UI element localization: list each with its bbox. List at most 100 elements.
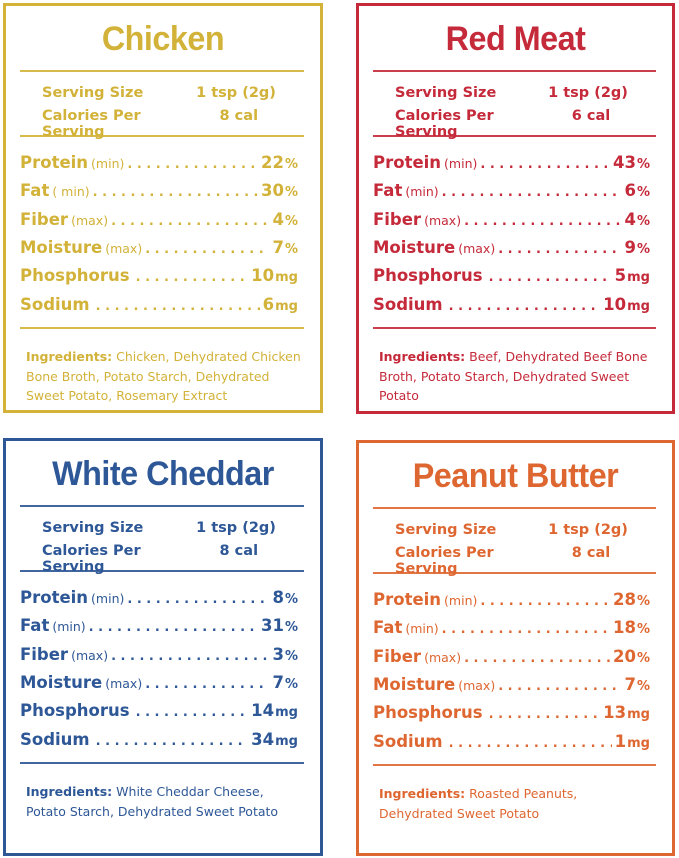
nutrient-value: 20 [613, 646, 636, 666]
nutrient-row: Fiber (max) 20 % [373, 647, 650, 666]
nutrient-name: Fat [20, 616, 50, 636]
nutrient-unit: % [284, 157, 298, 172]
label-panel-white-cheddar: White Cheddar Serving Size 1 tsp (2g) Cal… [3, 438, 323, 856]
nutrient-unit: mg [627, 707, 650, 723]
panel-title: White Cheddar [52, 455, 274, 493]
nutrient-value: 34 [251, 729, 275, 749]
nutrient-name: Protein [373, 590, 442, 609]
calories-value: 8 cal [219, 108, 259, 124]
ingredients-list: White Cheddar Cheese, Potato Starch, Deh… [26, 784, 279, 819]
nutrient-unit: % [636, 594, 650, 609]
ingredients-label: Ingredients: [26, 784, 113, 799]
nutrient-value: 6 [262, 294, 275, 314]
nutrient-name: Phosphorus [373, 703, 483, 723]
nutrient-name: Fat [373, 618, 403, 638]
nutrient-name: Sodium [20, 729, 90, 749]
leader-dots [489, 707, 601, 722]
nutrient-row: Protein (min) 28 % [373, 590, 650, 609]
leader-dots [145, 242, 269, 257]
nutrient-unit: mg [275, 733, 298, 749]
nutrient-value: 30 [261, 181, 284, 201]
calories-value: 6 cal [571, 108, 611, 124]
nutrient-row: Fiber (max) 3 % [20, 645, 298, 664]
nutrient-value: 1 [614, 731, 627, 751]
leader-dots [489, 270, 612, 285]
nutrient-qualifier: (min) [91, 591, 125, 606]
nutrient-qualifier: (max) [105, 675, 143, 691]
nutrient-unit: % [636, 241, 650, 257]
ingredients-list: Roasted Peanuts, Dehydrated Sweet Potato [379, 786, 578, 821]
leader-dots [145, 677, 269, 692]
divider [20, 135, 304, 137]
leader-dots [96, 734, 249, 749]
nutrient-name: Protein [20, 588, 89, 607]
nutrient-row: Moisture (max) 7 % [20, 238, 298, 257]
nutrient-row: Phosphorus 14 mg [20, 701, 298, 720]
nutrient-value: 10 [251, 266, 275, 286]
leader-dots [111, 214, 269, 229]
nutrient-name: Moisture [373, 674, 456, 694]
nutrient-qualifier: (max) [71, 647, 109, 663]
divider [373, 70, 656, 72]
leader-dots [127, 157, 258, 172]
nutrient-qualifier: (max) [105, 240, 143, 256]
nutrient-unit: % [636, 650, 650, 666]
nutrient-row: Fiber (max) 4 % [20, 210, 298, 229]
nutrient-name: Phosphorus [20, 266, 130, 286]
nutrient-name: Moisture [373, 237, 456, 257]
nutrient-qualifier: (max) [458, 240, 496, 256]
nutrient-name: Fat [20, 181, 50, 201]
serving-size-row: Serving Size 1 tsp (2g) [395, 85, 632, 101]
ingredients-text: Ingredients: Beef, Dehydrated Beef Bone … [379, 347, 654, 406]
panel-title: Chicken [101, 20, 225, 58]
nutrient-row: Sodium 1 mg [373, 732, 650, 751]
nutrient-row: Sodium 34 mg [20, 730, 298, 749]
nutrient-value: 13 [603, 703, 627, 723]
divider [373, 764, 656, 766]
nutrient-name: Fat [373, 181, 403, 201]
nutrient-value: 5 [614, 266, 627, 286]
divider [373, 135, 656, 137]
nutrient-value: 28 [613, 590, 636, 609]
leader-dots [111, 649, 269, 664]
serving-size-row: Serving Size 1 tsp (2g) [42, 520, 280, 536]
nutrient-qualifier: (max) [458, 677, 496, 693]
serving-size-label: Serving Size [42, 520, 144, 536]
nutrient-row: Fat (min) 31 % [20, 616, 298, 635]
nutrient-name: Protein [373, 153, 442, 172]
ingredients-text: Ingredients: Chicken, Dehydrated Chicken… [26, 347, 302, 406]
nutrient-qualifier: ( min) [52, 184, 90, 200]
nutrient-row: Fiber (max) 4 % [373, 210, 650, 229]
divider [20, 762, 304, 764]
nutrient-qualifier: (max) [424, 649, 462, 665]
nutrient-qualifier: (max) [71, 212, 109, 228]
leader-dots [136, 270, 249, 285]
leader-dots [480, 594, 610, 609]
nutrient-name: Sodium [373, 731, 443, 751]
divider [20, 70, 304, 72]
label-panel-red-meat: Red Meat Serving Size 1 tsp (2g) Calories… [356, 3, 675, 414]
nutrient-value: 3 [272, 644, 284, 664]
nutrient-qualifier: (max) [424, 212, 462, 228]
nutrient-value: 31 [261, 616, 284, 636]
nutrient-value: 4 [624, 209, 636, 229]
leader-dots [464, 651, 610, 666]
nutrient-value: 10 [603, 294, 627, 314]
calories-row: Calories Per Serving 8 cal [395, 545, 632, 577]
nutrient-row: Fat ( min) 30 % [20, 181, 298, 200]
nutrient-name: Sodium [373, 294, 443, 314]
nutrient-value: 6 [624, 181, 636, 201]
nutrient-qualifier: (min) [52, 619, 86, 635]
nutrient-value: 4 [272, 209, 284, 229]
serving-size-row: Serving Size 1 tsp (2g) [42, 85, 280, 101]
nutrient-value: 7 [272, 237, 284, 257]
leader-dots [96, 299, 260, 314]
nutrient-unit: % [284, 185, 298, 201]
nutrient-unit: % [284, 241, 298, 257]
nutrient-unit: % [284, 676, 298, 692]
leader-dots [89, 620, 258, 635]
nutrient-row: Phosphorus 5 mg [373, 266, 650, 285]
leader-dots [498, 679, 621, 694]
nutrient-unit: % [636, 213, 650, 229]
leader-dots [449, 736, 612, 751]
